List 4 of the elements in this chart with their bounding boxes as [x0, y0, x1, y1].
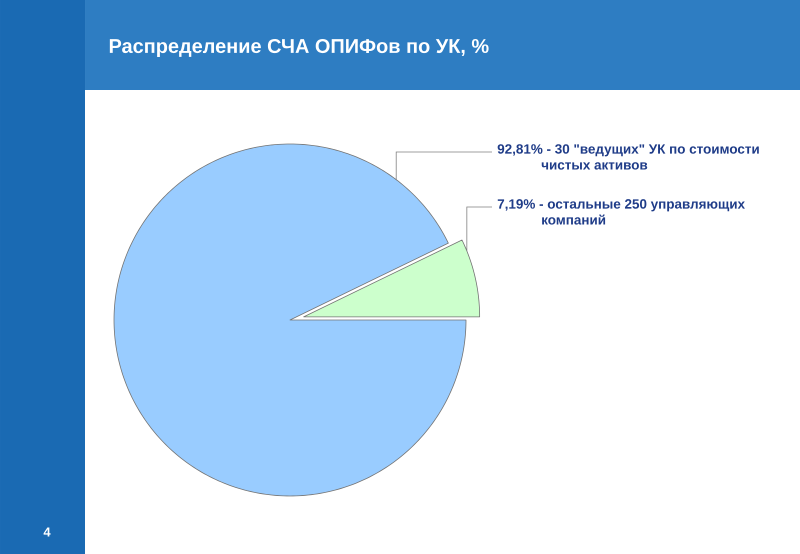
text: 4 — [44, 528, 51, 536]
chart-title: Распределение СЧА ОПИФов по УК, % — [110, 38, 489, 58]
slice-label: 7,19% - остальные 250 управляющих компаний — [498, 199, 745, 225]
slice-label: 92,81% - 30 "ведущих" УК по стоимости чистых активов — [498, 144, 759, 170]
